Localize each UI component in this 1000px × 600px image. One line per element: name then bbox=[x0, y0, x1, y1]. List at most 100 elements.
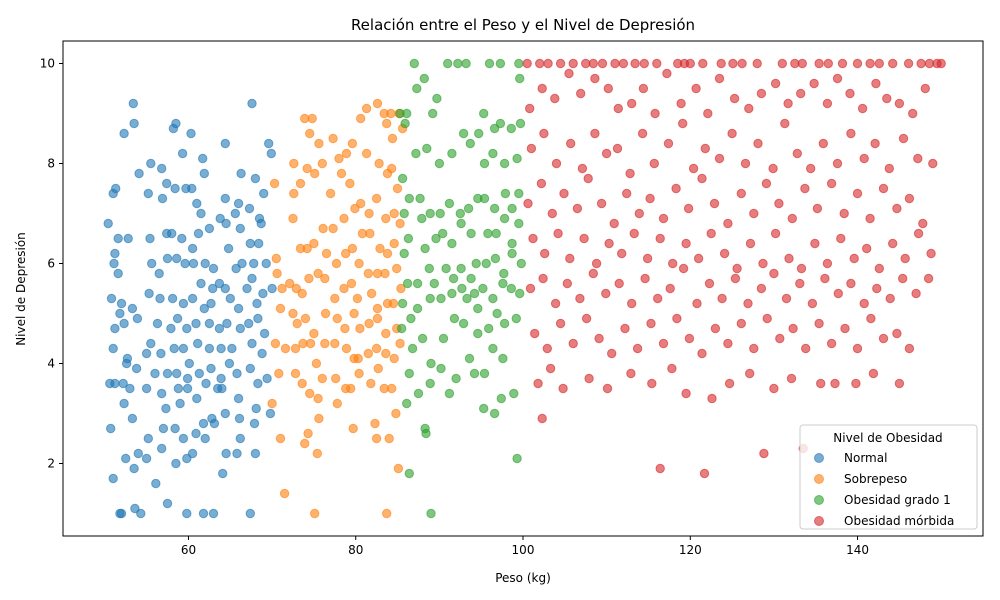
point-series-1-124 bbox=[387, 163, 397, 174]
point-series-3-49 bbox=[691, 83, 701, 94]
point-series-2-83 bbox=[488, 148, 498, 159]
point-series-2-8 bbox=[428, 108, 438, 119]
point-series-3-121 bbox=[787, 213, 797, 224]
point-series-0-58 bbox=[155, 293, 165, 304]
point-series-2-33 bbox=[425, 378, 435, 389]
point-series-1-119 bbox=[382, 508, 392, 519]
point-series-1-129 bbox=[392, 263, 402, 274]
point-series-2-32 bbox=[413, 388, 424, 399]
point-series-3-192 bbox=[885, 293, 895, 304]
point-series-0-94 bbox=[187, 183, 197, 194]
point-series-0-125 bbox=[191, 428, 201, 439]
point-series-1-118 bbox=[384, 433, 394, 444]
point-series-1-80 bbox=[356, 113, 366, 124]
point-series-1-105 bbox=[364, 318, 374, 329]
point-series-2-97 bbox=[490, 253, 501, 264]
point-series-0-30 bbox=[121, 453, 131, 464]
point-series-2-86 bbox=[479, 193, 490, 204]
point-series-2-74 bbox=[453, 58, 463, 69]
point-series-3-81 bbox=[688, 163, 699, 174]
point-series-0-128 bbox=[187, 448, 198, 459]
point-series-2-10 bbox=[404, 193, 414, 204]
legend-items: Normal Sobrepeso Obesidad grado 1 Obesidad … bbox=[814, 451, 954, 528]
point-series-3-116 bbox=[723, 218, 733, 229]
point-series-3-15 bbox=[685, 58, 695, 69]
point-series-1-86 bbox=[374, 158, 384, 169]
point-series-2-46 bbox=[444, 198, 455, 209]
point-series-0-101 bbox=[188, 258, 199, 269]
point-series-1-57 bbox=[350, 203, 360, 214]
point-series-1-111 bbox=[381, 348, 391, 359]
point-series-3-201 bbox=[594, 333, 604, 344]
point-series-3-238 bbox=[769, 383, 779, 394]
point-series-1-65 bbox=[346, 278, 357, 289]
point-series-3-57 bbox=[796, 88, 806, 99]
point-series-1-39 bbox=[305, 388, 315, 399]
y-tick-label: 2 bbox=[47, 457, 55, 471]
x-tick-label: 60 bbox=[181, 543, 196, 557]
point-series-2-37 bbox=[404, 468, 414, 479]
point-series-0-90 bbox=[182, 508, 192, 519]
point-series-0-173 bbox=[267, 283, 277, 294]
point-series-3-211 bbox=[723, 338, 733, 349]
point-series-0-59 bbox=[167, 293, 178, 304]
point-series-3-202 bbox=[607, 348, 617, 359]
point-series-0-142 bbox=[225, 293, 236, 304]
point-series-3-40 bbox=[576, 88, 586, 99]
point-series-1-25 bbox=[291, 283, 301, 294]
point-series-0-186 bbox=[250, 448, 261, 459]
point-series-1-42 bbox=[300, 438, 310, 449]
point-series-3-98 bbox=[913, 153, 923, 164]
point-series-2-62 bbox=[457, 283, 467, 294]
point-series-2-2 bbox=[412, 83, 422, 94]
point-series-3-97 bbox=[898, 133, 909, 144]
point-series-0-46 bbox=[170, 183, 180, 194]
point-series-3-148 bbox=[732, 263, 742, 274]
point-series-2-4 bbox=[432, 93, 442, 104]
point-series-3-38 bbox=[550, 93, 560, 104]
point-series-0-66 bbox=[141, 348, 152, 359]
point-series-3-246 bbox=[655, 463, 665, 474]
point-series-0-178 bbox=[247, 338, 257, 349]
point-series-2-116 bbox=[489, 408, 500, 419]
point-series-3-147 bbox=[719, 248, 730, 259]
point-series-3-35 bbox=[936, 58, 946, 69]
point-series-3-241 bbox=[830, 378, 840, 389]
point-series-0-104 bbox=[196, 278, 206, 289]
point-series-3-196 bbox=[530, 328, 540, 339]
point-series-3-44 bbox=[627, 98, 637, 109]
point-series-1-43 bbox=[312, 448, 322, 459]
point-series-3-247 bbox=[699, 468, 710, 479]
point-series-3-231 bbox=[626, 368, 636, 379]
point-series-3-120 bbox=[774, 198, 784, 209]
point-series-1-4 bbox=[275, 303, 286, 314]
point-series-3-139 bbox=[617, 248, 627, 259]
point-series-0-84 bbox=[157, 443, 167, 454]
point-series-3-146 bbox=[706, 228, 716, 239]
point-series-2-21 bbox=[424, 263, 434, 274]
point-series-1-79 bbox=[348, 423, 358, 434]
point-series-3-106 bbox=[596, 198, 607, 209]
point-series-2-92 bbox=[491, 228, 501, 239]
point-series-3-127 bbox=[865, 213, 875, 224]
point-series-3-221 bbox=[852, 343, 863, 354]
point-series-3-164 bbox=[525, 283, 536, 294]
legend-label-3: Obesidad mórbida bbox=[844, 514, 954, 528]
point-series-0-132 bbox=[236, 168, 246, 179]
point-series-0-80 bbox=[158, 423, 169, 434]
point-series-0-69 bbox=[178, 343, 189, 354]
point-series-0-53 bbox=[162, 253, 173, 264]
point-series-3-177 bbox=[692, 298, 702, 309]
point-series-0-180 bbox=[245, 363, 256, 374]
point-series-3-118 bbox=[749, 208, 759, 219]
point-series-0-70 bbox=[150, 368, 160, 379]
point-series-2-91 bbox=[483, 228, 493, 239]
point-series-0-82 bbox=[143, 433, 154, 444]
point-series-1-6 bbox=[280, 343, 291, 354]
point-series-3-48 bbox=[676, 98, 686, 109]
point-series-3-109 bbox=[634, 208, 644, 219]
point-series-0-91 bbox=[186, 128, 196, 139]
point-series-3-185 bbox=[795, 278, 805, 289]
point-series-0-86 bbox=[171, 458, 181, 469]
point-series-3-184 bbox=[781, 293, 792, 304]
